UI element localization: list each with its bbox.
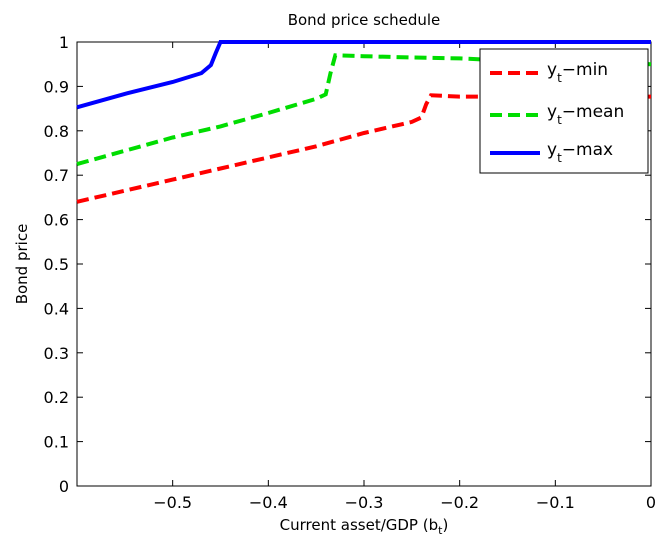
x-tick-label: −0.5 (153, 493, 192, 512)
legend-label: yt−max (547, 140, 613, 165)
x-tick-label: −0.4 (249, 493, 288, 512)
y-tick-label: 0.7 (44, 166, 69, 185)
x-axis: −0.5 −0.4 −0.3 −0.2 −0.1 0 (153, 42, 656, 512)
y-tick-label: 1 (59, 33, 69, 52)
y-axis: 0 0.1 0.2 0.3 0.4 0.5 0.6 0.7 0.8 0.9 1 (44, 33, 651, 496)
legend-label: yt−mean (547, 102, 624, 127)
y-tick-label: 0.6 (44, 211, 69, 230)
y-tick-label: 0.8 (44, 122, 69, 141)
legend-label: yt−min (547, 60, 608, 85)
y-tick-label: 0.1 (44, 433, 69, 452)
x-tick-label: −0.3 (345, 493, 384, 512)
y-tick-label: 0.3 (44, 344, 69, 363)
x-tick-label: −0.1 (536, 493, 575, 512)
y-axis-label: Bond price (13, 224, 31, 305)
legend: yt−min yt−mean yt−max (479, 48, 649, 174)
x-axis-label: Current asset/GDP (bt) (280, 516, 449, 537)
series-line-max (76, 40, 651, 110)
y-tick-label: 0.9 (44, 77, 69, 96)
y-tick-label: 0 (59, 477, 69, 496)
y-tick-label: 0.2 (44, 388, 69, 407)
x-tick-label: −0.2 (440, 493, 479, 512)
x-tick-label: 0 (646, 493, 656, 512)
chart-title: Bond price schedule (288, 11, 441, 29)
y-tick-label: 0.4 (44, 299, 69, 318)
y-tick-label: 0.5 (44, 255, 69, 274)
